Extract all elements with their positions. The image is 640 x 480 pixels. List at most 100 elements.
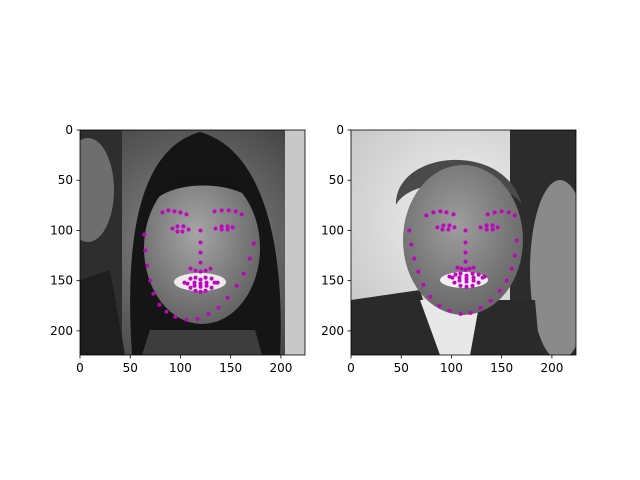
landmark-point [206, 311, 211, 316]
y-tick-label: 100 [50, 223, 73, 237]
landmark-point [198, 284, 203, 289]
landmark-point [182, 280, 187, 285]
y-tick-label: 50 [329, 173, 344, 187]
landmark-point [151, 291, 156, 296]
landmark-point [198, 269, 203, 274]
landmark-point [490, 227, 495, 232]
landmark-point [172, 209, 177, 214]
y-tick-label: 0 [336, 123, 344, 137]
x-tick-label: 0 [76, 361, 84, 375]
x-tick-label: 150 [219, 361, 242, 375]
landmark-point [188, 276, 193, 281]
landmark-point [234, 283, 239, 288]
landmark-point [212, 209, 217, 214]
landmark-point [447, 308, 452, 313]
landmark-point [467, 266, 472, 271]
landmark-point [457, 275, 462, 280]
right-landmarks [407, 209, 519, 316]
landmark-point [180, 229, 185, 234]
landmark-point [459, 266, 464, 271]
landmark-point [407, 228, 412, 233]
landmark-point [178, 210, 183, 215]
landmark-point [484, 223, 489, 228]
x-tick-label: 100 [440, 361, 463, 375]
landmark-point [181, 224, 186, 229]
landmark-point [148, 278, 153, 283]
x-tick-label: 50 [123, 361, 138, 375]
landmark-point [213, 226, 218, 231]
landmark-point [446, 227, 451, 232]
landmark-point [192, 280, 197, 285]
left-axis-ticks: 0 50 100 150 200 0 50 100 150 200 [50, 123, 292, 375]
landmark-point [219, 208, 224, 213]
landmark-point [457, 278, 462, 283]
landmark-point [230, 225, 235, 230]
y-tick-label: 200 [321, 324, 344, 338]
landmark-point [212, 280, 217, 285]
landmark-point [495, 225, 500, 230]
landmark-point [428, 294, 433, 299]
landmark-point [468, 310, 473, 315]
landmark-point [160, 210, 165, 215]
landmark-point [463, 240, 468, 245]
right-subplot: 0 50 100 150 200 0 50 100 150 200 [321, 123, 577, 375]
landmark-point [506, 210, 511, 215]
landmark-point [424, 213, 429, 218]
y-tick-label: 100 [321, 223, 344, 237]
landmark-point [198, 260, 203, 265]
x-tick-label: 100 [169, 361, 192, 375]
landmark-point [458, 283, 463, 288]
landmark-point [455, 265, 460, 270]
landmark-point [170, 226, 175, 231]
landmark-point [173, 314, 178, 319]
landmark-point [208, 266, 213, 271]
landmark-point [184, 212, 189, 217]
x-tick-label: 150 [490, 361, 513, 375]
landmark-point [437, 303, 442, 308]
landmark-point [497, 288, 502, 293]
right-axes-frame [350, 129, 577, 356]
landmark-point [198, 277, 203, 282]
y-tick-label: 150 [321, 274, 344, 288]
landmark-point [441, 223, 446, 228]
landmark-point [447, 274, 452, 279]
landmark-point [452, 225, 457, 230]
landmark-point [203, 268, 208, 273]
left-landmarks [142, 208, 256, 322]
landmark-point [463, 267, 468, 272]
landmark-point [512, 213, 517, 218]
y-tick-label: 0 [65, 123, 73, 137]
landmark-point [209, 285, 214, 290]
landmark-point [514, 238, 519, 243]
landmark-point [166, 208, 171, 213]
landmark-point [421, 282, 426, 287]
landmark-point [188, 285, 193, 290]
landmark-point [463, 228, 468, 233]
landmark-point [143, 248, 148, 253]
landmark-point [488, 298, 493, 303]
landmark-point [157, 302, 162, 307]
landmark-point [164, 309, 169, 314]
landmark-point [185, 281, 190, 286]
landmark-point [226, 208, 231, 213]
landmark-point [471, 265, 476, 270]
landmark-point [480, 275, 485, 280]
landmark-point [450, 275, 455, 280]
landmark-point [444, 210, 449, 215]
landmark-point [175, 224, 180, 229]
landmark-point [478, 305, 483, 310]
landmark-point [484, 227, 489, 232]
y-tick-label: 150 [50, 274, 73, 288]
landmark-point [438, 209, 443, 214]
right-face-image [351, 130, 576, 355]
left-subplot: 0 50 100 150 200 0 50 100 150 200 [50, 123, 306, 375]
landmark-point [453, 272, 458, 277]
landmark-point [451, 212, 456, 217]
landmark-point [198, 289, 203, 294]
landmark-point [219, 224, 224, 229]
landmark-point [142, 232, 147, 237]
landmark-point [192, 283, 197, 288]
x-tick-label: 0 [347, 361, 355, 375]
landmark-point [447, 223, 452, 228]
